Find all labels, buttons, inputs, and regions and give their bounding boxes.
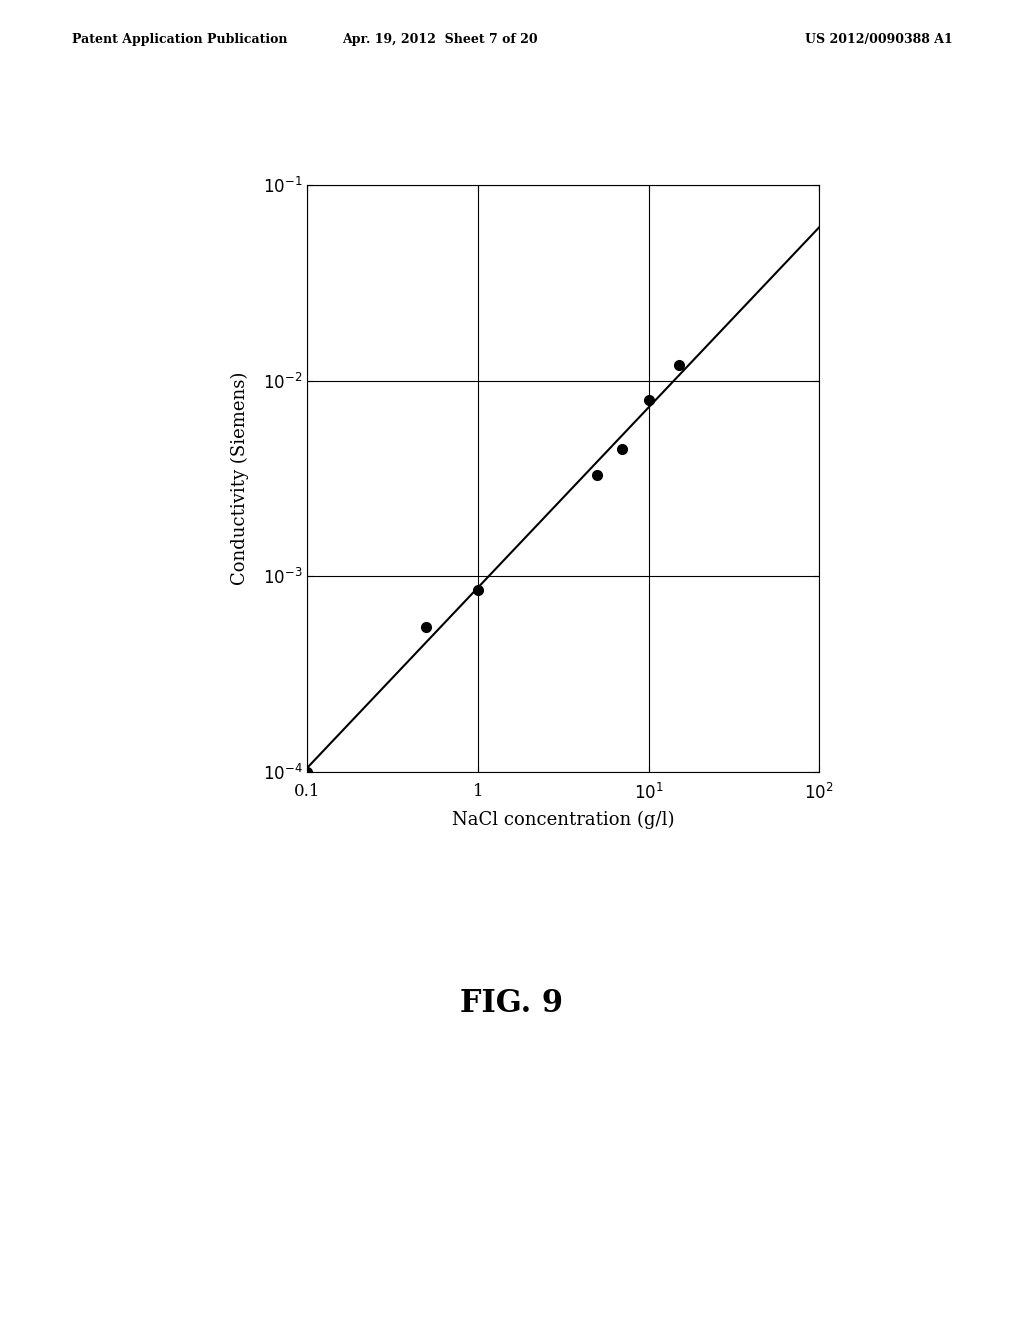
Text: US 2012/0090388 A1: US 2012/0090388 A1 xyxy=(805,33,952,46)
Text: FIG. 9: FIG. 9 xyxy=(461,987,563,1019)
Text: $10^1$: $10^1$ xyxy=(634,783,664,804)
Text: Patent Application Publication: Patent Application Publication xyxy=(72,33,287,46)
Y-axis label: Conductivity (Siemens): Conductivity (Siemens) xyxy=(230,372,249,585)
Text: 1: 1 xyxy=(472,783,483,800)
Text: Apr. 19, 2012  Sheet 7 of 20: Apr. 19, 2012 Sheet 7 of 20 xyxy=(342,33,539,46)
Text: 0.1: 0.1 xyxy=(294,783,321,800)
Text: $10^2$: $10^2$ xyxy=(805,783,834,804)
X-axis label: NaCl concentration (g/l): NaCl concentration (g/l) xyxy=(452,810,675,829)
